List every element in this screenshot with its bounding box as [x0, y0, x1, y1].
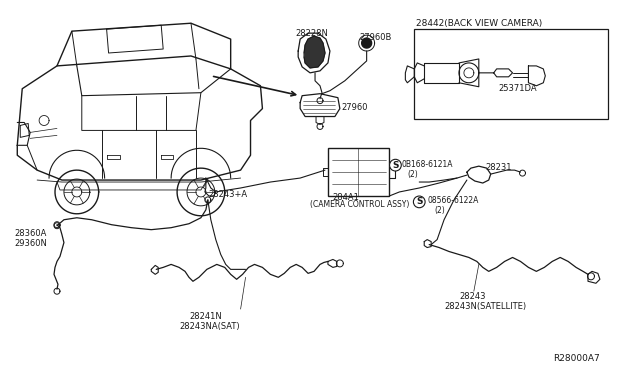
Bar: [328, 148, 390, 196]
Text: 28243: 28243: [459, 292, 486, 301]
Text: 28442(BACK VIEW CAMERA): 28442(BACK VIEW CAMERA): [416, 19, 543, 28]
Text: 28228N: 28228N: [295, 29, 328, 38]
Text: (CAMERA CONTROL ASSY): (CAMERA CONTROL ASSY): [310, 200, 410, 209]
Text: 28243NA(SAT): 28243NA(SAT): [179, 322, 240, 331]
Text: 0B168-6121A: 0B168-6121A: [401, 160, 453, 169]
Text: 27960: 27960: [342, 103, 369, 112]
Text: 29360N: 29360N: [14, 238, 47, 248]
Text: (2): (2): [434, 206, 445, 215]
Polygon shape: [362, 38, 372, 48]
Text: 28231: 28231: [486, 163, 512, 172]
Text: 28243N(SATELLITE): 28243N(SATELLITE): [444, 302, 526, 311]
Text: 27960B: 27960B: [360, 33, 392, 42]
Text: 284A1: 284A1: [332, 193, 359, 202]
Text: R28000A7: R28000A7: [553, 354, 600, 363]
Text: (2): (2): [407, 170, 418, 179]
Text: S: S: [392, 161, 399, 170]
Text: 28241N: 28241N: [189, 312, 221, 321]
Text: 28360A: 28360A: [14, 229, 47, 238]
Text: 25371DA: 25371DA: [499, 84, 538, 93]
Bar: [414, 29, 608, 119]
Polygon shape: [304, 36, 325, 68]
Text: 08566-6122A: 08566-6122A: [427, 196, 479, 205]
Text: S: S: [416, 198, 422, 206]
Text: 28243+A: 28243+A: [209, 190, 248, 199]
